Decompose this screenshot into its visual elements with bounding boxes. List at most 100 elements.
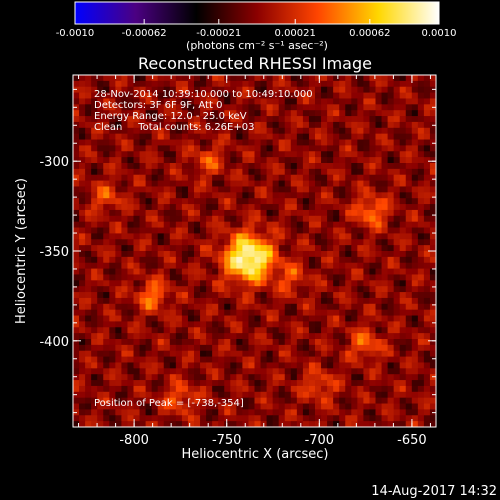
heatmap-cell xyxy=(363,174,370,181)
heatmap-cell xyxy=(375,262,382,269)
heatmap-cell xyxy=(127,368,134,375)
heatmap-cell xyxy=(103,409,110,416)
heatmap-cell xyxy=(73,274,80,281)
heatmap-cell xyxy=(187,368,195,375)
heatmap-cell xyxy=(91,391,98,399)
heatmap-cell xyxy=(236,80,243,88)
heatmap-cell xyxy=(73,133,80,140)
heatmap-cell xyxy=(266,198,274,205)
heatmap-cell xyxy=(127,209,134,217)
heatmap-cell xyxy=(302,209,310,217)
heatmap-cell xyxy=(369,409,376,416)
heatmap-cell xyxy=(266,221,274,228)
heatmap-cell xyxy=(85,385,92,393)
heatmap-cell xyxy=(351,204,358,211)
heatmap-cell xyxy=(212,233,219,240)
heatmap-cell xyxy=(345,409,352,416)
heatmap-cell xyxy=(260,192,267,199)
heatmap-cell xyxy=(224,274,231,281)
heatmap-cell xyxy=(321,198,328,205)
heatmap-cell xyxy=(121,186,128,193)
heatmap-cell xyxy=(351,333,358,340)
heatmap-cell xyxy=(133,145,140,152)
heatmap-cell xyxy=(363,139,370,146)
heatmap-cell xyxy=(315,309,322,316)
heatmap-cell xyxy=(242,362,249,369)
heatmap-cell xyxy=(296,321,304,328)
heatmap-cell xyxy=(260,327,267,334)
heatmap-cell xyxy=(393,92,401,99)
heatmap-cell xyxy=(302,421,310,427)
heatmap-cell xyxy=(85,174,92,181)
heatmap-cell xyxy=(351,251,358,258)
heatmap-cell xyxy=(369,227,376,234)
heatmap-cell xyxy=(260,98,267,105)
heatmap-cell xyxy=(103,127,110,135)
heatmap-cell xyxy=(405,297,413,305)
heatmap-cell xyxy=(278,274,286,281)
heatmap-cell xyxy=(321,421,328,427)
heatmap-cell xyxy=(308,274,316,281)
heatmap-cell xyxy=(79,262,86,269)
heatmap-cell xyxy=(369,92,376,99)
heatmap-cell xyxy=(121,268,128,275)
heatmap-cell xyxy=(333,180,340,187)
heatmap-cell xyxy=(163,356,171,363)
heatmap-cell xyxy=(315,268,322,275)
heatmap-cell xyxy=(272,245,280,252)
heatmap-cell xyxy=(109,268,116,275)
heatmap-cell xyxy=(133,292,140,299)
heatmap-cell xyxy=(103,204,110,211)
heatmap-cell xyxy=(236,110,243,117)
heatmap-cell xyxy=(139,98,146,105)
heatmap-cell xyxy=(73,139,80,146)
heatmap-cell xyxy=(260,145,267,152)
heatmap-cell xyxy=(357,274,364,281)
heatmap-cell xyxy=(405,186,413,193)
heatmap-cell xyxy=(218,163,225,170)
heatmap-cell xyxy=(163,268,171,275)
heatmap-cell xyxy=(272,315,280,322)
heatmap-cell xyxy=(115,397,122,404)
heatmap-cell xyxy=(363,374,370,381)
heatmap-cell xyxy=(417,251,425,258)
heatmap-cell xyxy=(91,251,98,258)
heatmap-cell xyxy=(260,415,267,422)
heatmap-cell xyxy=(236,368,243,375)
heatmap-cell xyxy=(429,198,436,205)
heatmap-cell xyxy=(351,174,358,181)
heatmap-cell xyxy=(345,380,352,387)
heatmap-cell xyxy=(290,262,298,269)
heatmap-cell xyxy=(200,421,207,427)
heatmap-cell xyxy=(387,421,395,427)
heatmap-cell xyxy=(224,350,231,357)
heatmap-cell xyxy=(290,86,298,93)
heatmap-cell xyxy=(121,286,128,293)
heatmap-cell xyxy=(411,104,419,111)
heatmap-cell xyxy=(339,86,346,93)
heatmap-cell xyxy=(230,286,237,293)
heatmap-cell xyxy=(133,121,140,129)
heatmap-cell xyxy=(363,391,370,399)
heatmap-cell xyxy=(405,121,413,129)
heatmap-cell xyxy=(115,163,122,170)
heatmap-cell xyxy=(405,292,413,299)
heatmap-cell xyxy=(308,262,316,269)
heatmap-cell xyxy=(278,409,286,416)
heatmap-cell xyxy=(181,403,189,410)
heatmap-cell xyxy=(97,292,104,299)
colorbar: -0.0010 -0.00062 -0.00021 0.00021 0.00062 0.0… xyxy=(56,1,457,52)
heatmap-cell xyxy=(230,133,237,140)
heatmap-cell xyxy=(127,239,134,246)
heatmap-cell xyxy=(290,303,298,311)
heatmap-cell xyxy=(97,215,104,223)
heatmap-cell xyxy=(345,215,352,223)
heatmap-cell xyxy=(296,391,304,399)
heatmap-cell xyxy=(260,110,267,117)
heatmap-cell xyxy=(109,315,116,322)
heatmap-cell xyxy=(218,157,225,164)
heatmap-cell xyxy=(290,139,298,146)
heatmap-cell xyxy=(73,110,80,117)
heatmap-cell xyxy=(405,204,413,211)
heatmap-cell xyxy=(321,280,328,287)
